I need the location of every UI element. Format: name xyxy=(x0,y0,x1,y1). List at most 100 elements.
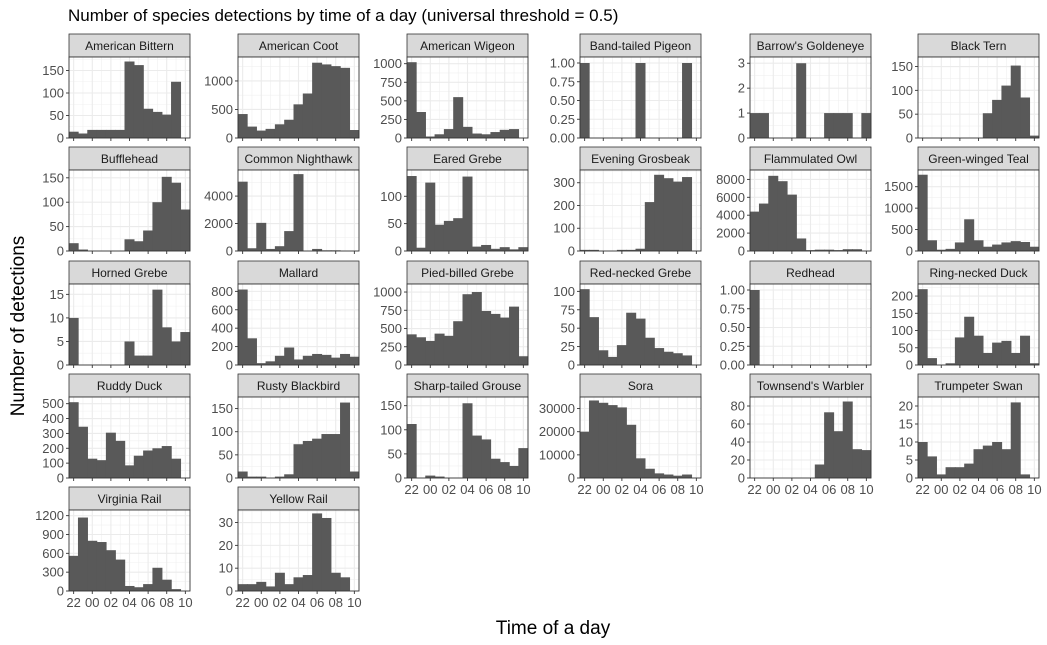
x-tick-label: 08 xyxy=(497,482,511,497)
bar xyxy=(256,130,267,138)
y-tick-label: 100 xyxy=(211,424,233,439)
bar xyxy=(945,363,956,365)
y-tick-label: 600 xyxy=(42,546,64,561)
bar xyxy=(598,350,609,365)
bar xyxy=(340,67,351,138)
bar xyxy=(471,133,482,138)
bar xyxy=(312,353,323,365)
bar xyxy=(1001,449,1012,478)
x-tick-label: 02 xyxy=(785,482,799,497)
bar xyxy=(490,132,501,138)
y-tick-label: 0 xyxy=(226,131,233,146)
bar xyxy=(635,458,646,478)
bar xyxy=(663,351,674,365)
facet-panel-barrow-s-goldeneye: Barrow's Goldeneye 0 1 2 3 xyxy=(738,33,872,146)
y-tick-label: 50 xyxy=(899,107,913,122)
bar xyxy=(654,473,665,478)
facet-strip-label: Yellow Rail xyxy=(269,492,327,506)
bar xyxy=(1029,246,1040,251)
bar xyxy=(68,402,79,478)
bar xyxy=(115,559,126,591)
bar xyxy=(133,65,144,138)
bar xyxy=(579,63,590,138)
y-tick-label: 500 xyxy=(891,222,913,237)
bar xyxy=(171,182,182,251)
x-tick-label: 00 xyxy=(596,482,610,497)
bar xyxy=(945,467,956,478)
facet-panel-red-necked-grebe: Red-necked Grebe 0 25 50 75 100 xyxy=(553,260,702,373)
x-tick-label: 04 xyxy=(460,482,474,497)
bar xyxy=(796,63,807,138)
facet-strip-label: Band-tailed Pigeon xyxy=(590,39,691,53)
y-tick-label: 150 xyxy=(380,398,402,413)
x-tick-label: 04 xyxy=(291,595,305,610)
bar xyxy=(87,540,98,591)
bar xyxy=(406,176,417,251)
y-tick-label: 0 xyxy=(57,244,64,259)
bar xyxy=(1010,402,1021,478)
bar xyxy=(115,129,126,138)
y-tick-label: 0 xyxy=(57,471,64,486)
bar xyxy=(302,575,313,591)
bar xyxy=(415,247,426,251)
y-tick-label: 0.25 xyxy=(720,339,745,354)
bar xyxy=(133,587,144,591)
bar xyxy=(453,321,464,365)
y-tick-label: 4000 xyxy=(716,208,745,223)
bar xyxy=(143,584,154,591)
bar xyxy=(1020,97,1031,138)
x-tick-label: 06 xyxy=(141,595,155,610)
bar xyxy=(171,341,182,365)
bar xyxy=(302,93,313,138)
bar xyxy=(87,458,98,478)
facet-panel-black-tern: Black Tern 0 50 100 150 xyxy=(891,33,1040,146)
bar xyxy=(992,442,1003,478)
bar xyxy=(152,111,163,138)
y-tick-label: 0 xyxy=(738,244,745,259)
bar xyxy=(1020,242,1031,251)
bar xyxy=(302,440,313,478)
bar xyxy=(682,177,693,251)
facet-panel-ring-necked-duck: Ring-necked Duck 0 50 100 150 200 xyxy=(891,260,1040,373)
bar xyxy=(926,358,937,365)
y-tick-label: 200 xyxy=(42,441,64,456)
bar xyxy=(425,182,436,251)
bar xyxy=(499,247,510,251)
x-tick-label: 04 xyxy=(803,482,817,497)
bar xyxy=(490,458,501,478)
bar xyxy=(340,577,351,591)
bar xyxy=(499,317,510,365)
y-tick-label: 30 xyxy=(219,515,233,530)
bar xyxy=(330,434,341,478)
bar xyxy=(1029,363,1040,365)
y-tick-label: 300 xyxy=(42,565,64,580)
x-tick-label: 04 xyxy=(633,482,647,497)
y-tick-label: 5 xyxy=(906,453,913,468)
x-tick-label: 06 xyxy=(652,482,666,497)
y-tick-label: 25 xyxy=(561,339,575,354)
bar xyxy=(96,129,107,138)
bar xyxy=(68,131,79,138)
y-tick-label: 0.50 xyxy=(550,93,575,108)
y-tick-label: 6000 xyxy=(716,190,745,205)
facet-panel-evening-grosbeak: Evening Grosbeak 0 100 200 300 xyxy=(553,146,702,259)
bar xyxy=(321,517,332,591)
chart-title: Number of species detections by time of … xyxy=(68,6,618,25)
bar xyxy=(284,584,295,591)
bar xyxy=(490,313,501,365)
facet-strip-label: Common Nighthawk xyxy=(244,152,353,166)
bar xyxy=(143,450,154,478)
y-tick-label: 50 xyxy=(219,447,233,462)
bar xyxy=(672,353,683,365)
bar xyxy=(982,246,993,251)
bar xyxy=(124,341,135,365)
bar xyxy=(672,181,683,251)
y-tick-label: 0.75 xyxy=(720,301,745,316)
bar xyxy=(321,434,332,478)
bar xyxy=(105,550,116,591)
bar xyxy=(312,62,323,138)
bar xyxy=(973,335,984,365)
bar xyxy=(471,292,482,365)
bar xyxy=(425,340,436,365)
